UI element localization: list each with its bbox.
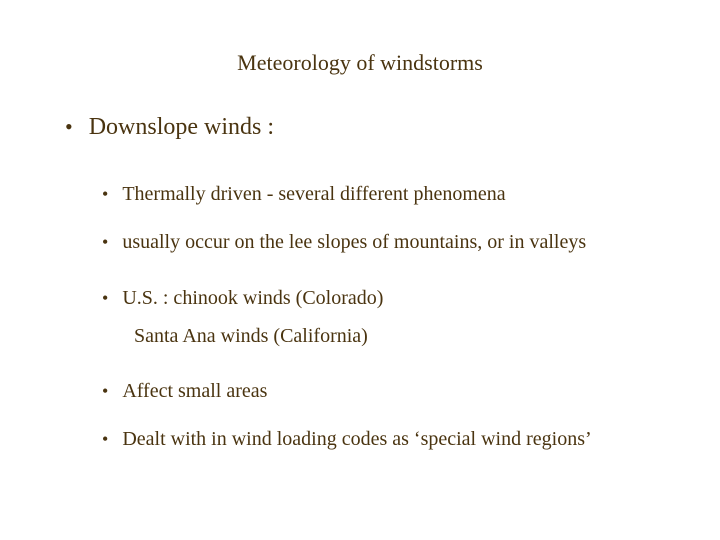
main-bullet-text: Downslope winds : bbox=[89, 114, 274, 141]
sub-bullet-item: • Affect small areas bbox=[60, 378, 660, 404]
bullet-dot: • bbox=[65, 114, 73, 140]
sub-bullet-text: U.S. : chinook winds (Colorado) bbox=[122, 285, 383, 311]
bullet-dot: • bbox=[102, 232, 108, 253]
bullet-dot: • bbox=[102, 184, 108, 205]
bullet-dot: • bbox=[102, 429, 108, 450]
sub-bullet-item: • usually occur on the lee slopes of mou… bbox=[60, 229, 660, 255]
sub-bullet-item: • Dealt with in wind loading codes as ‘s… bbox=[60, 426, 660, 452]
sub-bullet-text: Affect small areas bbox=[122, 378, 267, 404]
main-bullet-item: • Downslope winds : bbox=[60, 114, 660, 141]
sub-bullet-text: usually occur on the lee slopes of mount… bbox=[122, 229, 586, 255]
sub-bullet-item: • Thermally driven - several different p… bbox=[60, 181, 660, 207]
bullet-dot: • bbox=[102, 288, 108, 309]
continuation-text: Santa Ana winds (California) bbox=[60, 325, 660, 348]
sub-bullet-item: • U.S. : chinook winds (Colorado) bbox=[60, 285, 660, 311]
sub-bullet-text: Dealt with in wind loading codes as ‘spe… bbox=[122, 426, 591, 452]
slide-title: Meteorology of windstorms bbox=[60, 50, 660, 76]
bullet-dot: • bbox=[102, 381, 108, 402]
sub-bullet-text: Thermally driven - several different phe… bbox=[122, 181, 505, 207]
